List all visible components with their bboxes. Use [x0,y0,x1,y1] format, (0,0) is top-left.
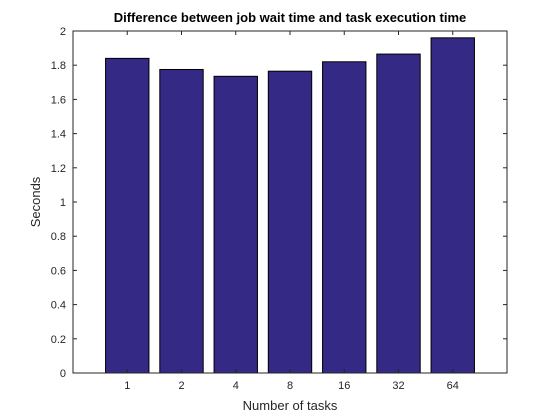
x-tick-label: 2 [178,380,184,392]
y-axis-label: Seconds [28,176,43,227]
bar-1 [105,57,150,374]
bar-64 [430,37,475,374]
y-tick-label: 1.6 [51,94,66,106]
bar-2 [159,68,204,374]
y-tick-label: 0.4 [51,300,66,312]
y-tick-label: 1.2 [51,163,66,175]
x-tick-label: 32 [392,380,404,392]
y-tick-label: 1.4 [51,129,66,141]
x-tick-label: 16 [338,380,350,392]
y-tick-label: 1 [60,197,66,209]
x-tick-label: 1 [124,380,130,392]
x-axis: 1 2 4 8 16 32 64 [124,31,459,392]
y-axis: 0 0.2 0.4 0.6 0.8 1 1.2 1.4 1.6 1.8 2 [51,26,507,380]
x-axis-label: Number of tasks [243,398,338,413]
x-tick-label: 4 [233,380,239,392]
y-tick-label: 0.6 [51,265,66,277]
bar-16 [322,61,367,374]
bars-group [105,37,475,374]
bar-4 [213,75,258,374]
chart-title: Difference between job wait time and tas… [114,10,467,25]
y-tick-label: 0.8 [51,231,66,243]
x-tick-label: 64 [447,380,459,392]
bar-32 [376,53,421,374]
y-tick-label: 0 [60,368,66,380]
y-tick-label: 1.8 [51,60,66,72]
x-tick-label: 8 [287,380,293,392]
y-tick-label: 2 [60,26,66,38]
bar-8 [267,70,313,374]
y-tick-label: 0.2 [51,334,66,346]
